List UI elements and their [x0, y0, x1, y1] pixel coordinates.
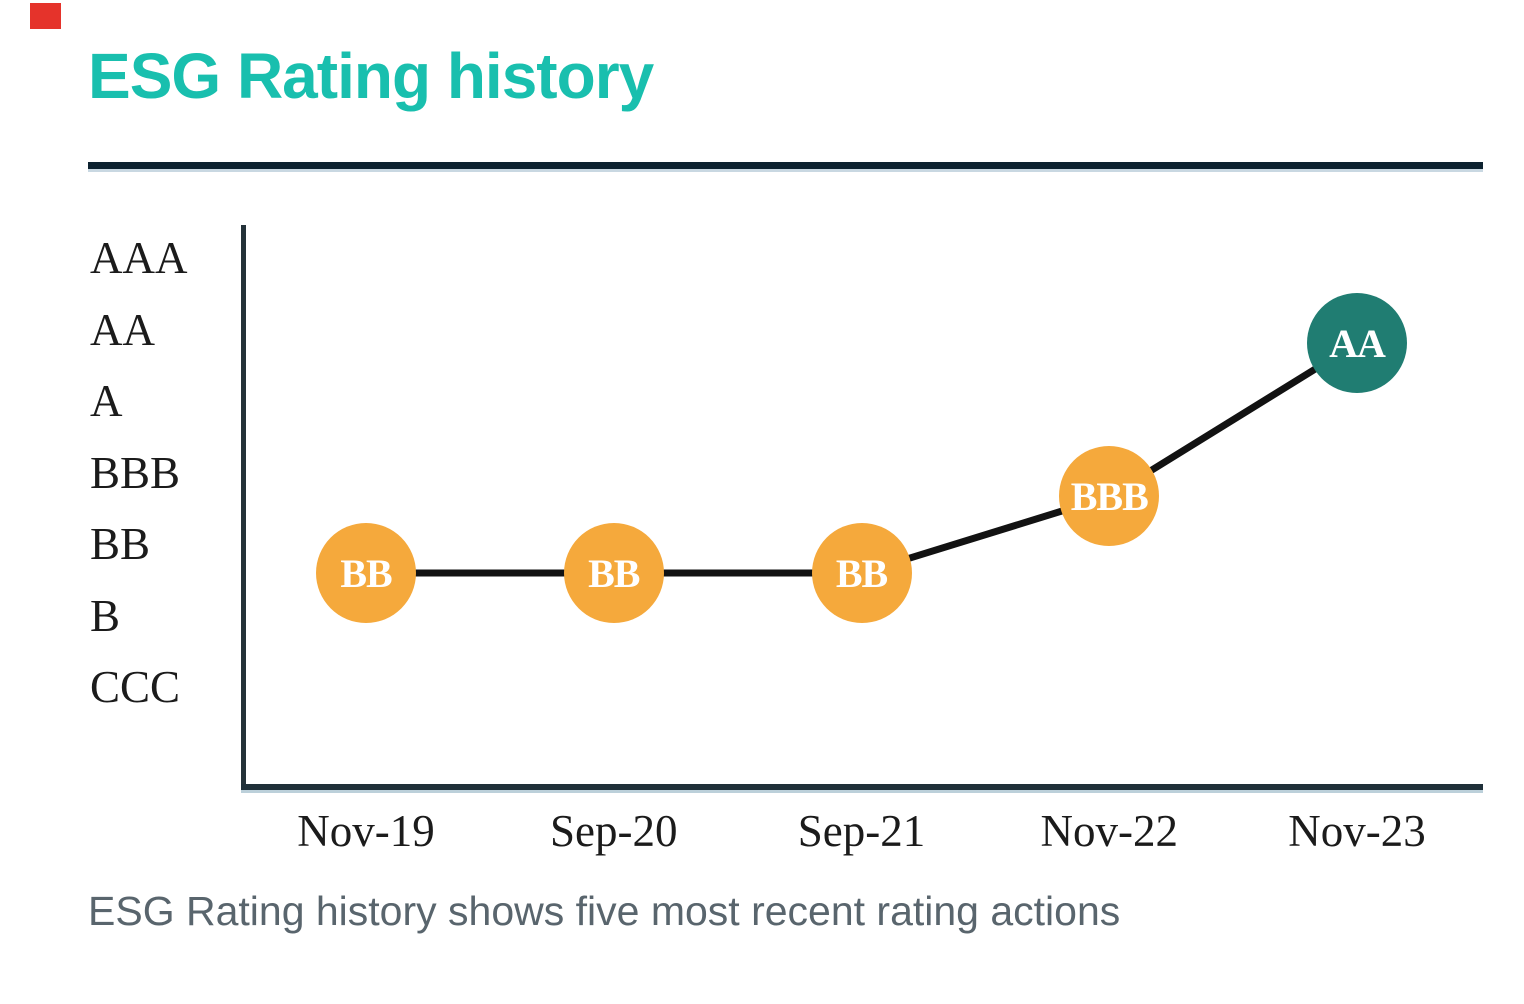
x-axis-line [241, 784, 1483, 793]
y-axis-line [241, 225, 246, 787]
y-axis-label-A: A [90, 376, 123, 426]
y-axis-label-B: B [90, 590, 121, 641]
rating-point-Nov-19: BB [316, 523, 416, 623]
x-axis-label-Nov-19: Nov-19 [297, 806, 435, 856]
brand-red-mark [30, 3, 61, 29]
y-axis-label-BB: BB [90, 519, 151, 569]
rating-point-Sep-21: BB [811, 523, 912, 623]
page-title: ESG Rating history [88, 40, 654, 112]
rating-point-Sep-20: BB [563, 523, 664, 623]
x-axis-label-Nov-22: Nov-22 [1040, 806, 1178, 856]
y-axis-label-CCC: CCC [90, 662, 181, 712]
chart-caption: ESG Rating history shows five most recen… [88, 888, 1121, 934]
rating-point-Nov-22: BBB [1059, 446, 1160, 547]
y-axis-label-AA: AA [90, 304, 155, 355]
title-divider [88, 162, 1483, 172]
x-axis-label-Nov-23: Nov-23 [1288, 806, 1426, 856]
rating-point-Nov-23: AA [1307, 293, 1407, 394]
y-axis-label-BBB: BBB [90, 447, 181, 498]
x-axis-label-Sep-21: Sep-21 [797, 806, 926, 856]
y-axis-label-AAA: AAA [90, 233, 188, 283]
x-axis-label-Sep-20: Sep-20 [550, 806, 678, 856]
